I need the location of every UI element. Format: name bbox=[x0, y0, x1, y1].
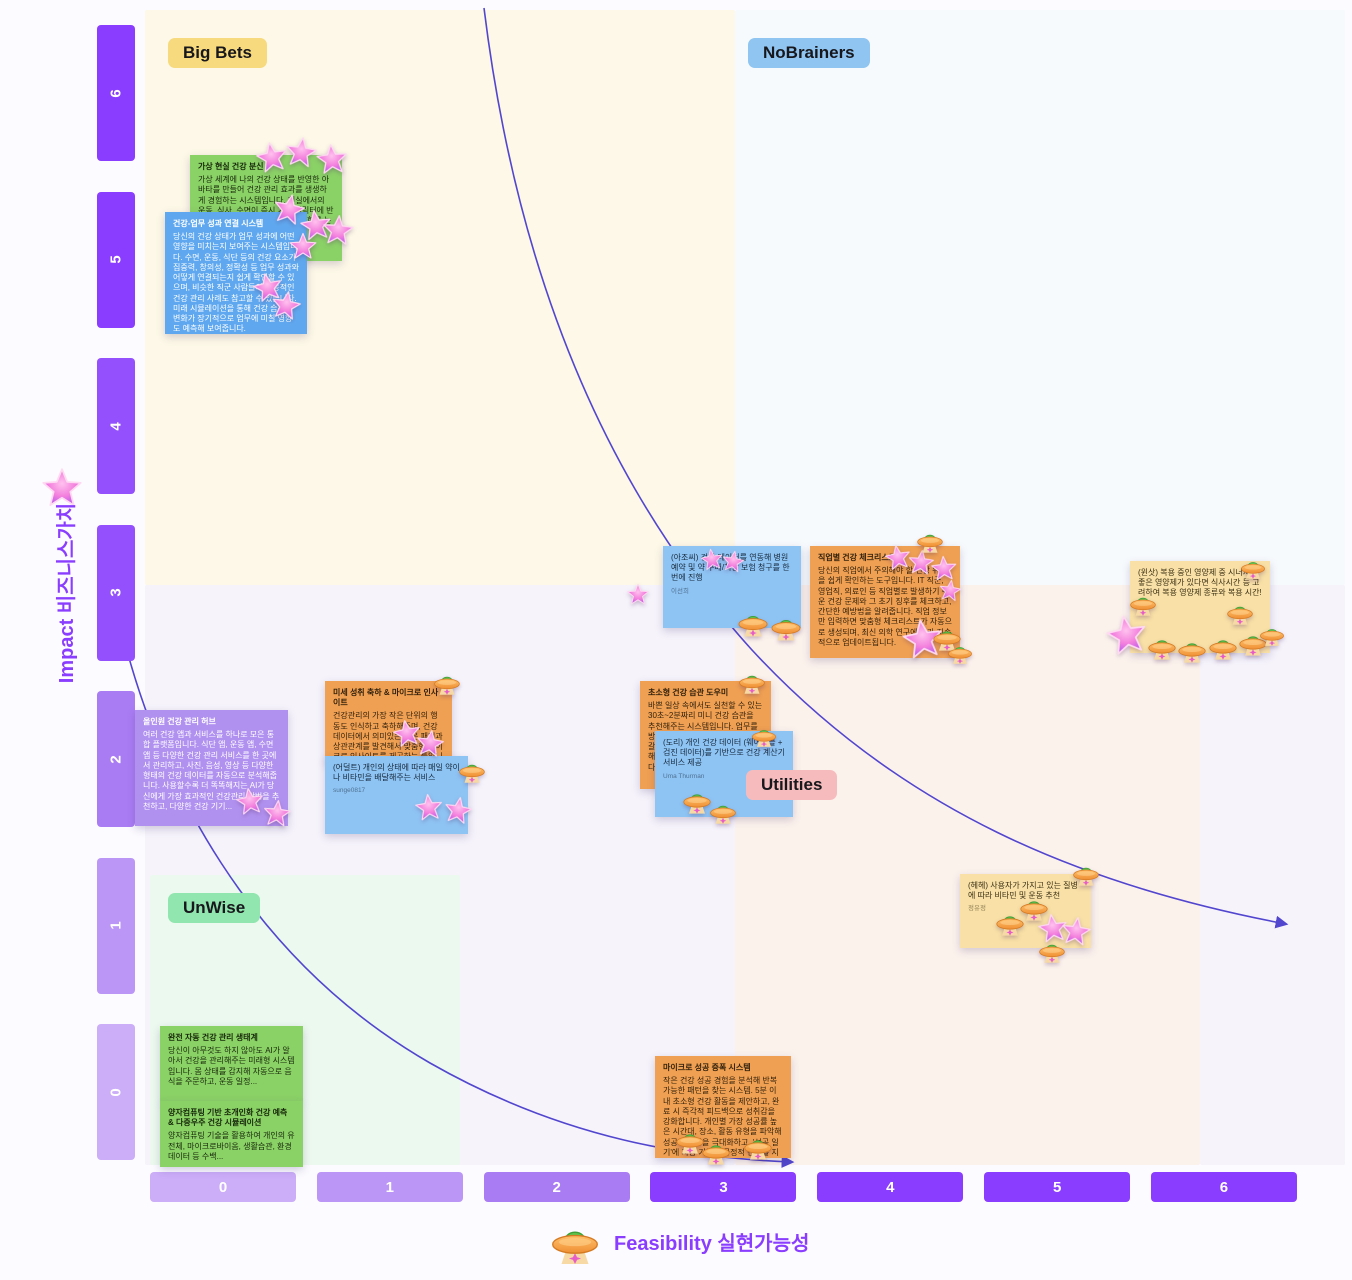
feasibility-ufo-icon bbox=[552, 1231, 598, 1265]
quadrant-label-nobrainers[interactable]: NoBrainers bbox=[748, 38, 870, 68]
quadrant-label-unwise[interactable]: UnWise bbox=[168, 893, 261, 923]
x-axis-tick-5: 5 bbox=[984, 1172, 1131, 1202]
ufo-sticker[interactable] bbox=[742, 1130, 774, 1162]
x-axis-title-group: Feasibility 실현가능성 bbox=[548, 1214, 809, 1268]
ufo-sticker[interactable] bbox=[708, 796, 738, 826]
note-title: 미세 성취 축하 & 마이크로 인사이트 bbox=[333, 688, 439, 708]
star-sticker[interactable] bbox=[267, 287, 304, 324]
note-title: 건강-업무 성과 연결 시스템 bbox=[173, 219, 264, 228]
x-axis-title: Feasibility 실현가능성 bbox=[614, 1232, 810, 1255]
ufo-sticker[interactable] bbox=[1146, 630, 1178, 662]
y-axis-tick-4: 4 bbox=[97, 358, 135, 494]
ufo-sticker[interactable] bbox=[432, 667, 462, 697]
ufo-sticker[interactable] bbox=[1258, 620, 1286, 648]
ufo-sticker[interactable] bbox=[769, 609, 803, 643]
star-sticker[interactable] bbox=[314, 142, 351, 179]
x-axis-tick-0: 0 bbox=[150, 1172, 296, 1202]
x-axis-tick-6: 6 bbox=[1150, 1172, 1297, 1202]
x-axis-tick-2: 2 bbox=[483, 1172, 630, 1202]
x-axis-tick-4: 4 bbox=[817, 1172, 964, 1202]
ufo-sticker[interactable] bbox=[1018, 891, 1050, 923]
star-sticker[interactable] bbox=[413, 727, 447, 761]
y-axis-tick-6: 6 bbox=[97, 25, 135, 161]
ufo-sticker[interactable] bbox=[700, 1135, 732, 1167]
note-title: 양자컴퓨팅 기반 초개인화 건강 예측 & 다중우주 건강 시뮬레이션 bbox=[168, 1108, 288, 1128]
ufo-sticker[interactable] bbox=[736, 605, 770, 639]
note-title: 마이크로 성공 증폭 시스템 bbox=[663, 1063, 751, 1072]
ufo-sticker[interactable] bbox=[750, 721, 778, 749]
y-axis-tick-2: 2 bbox=[97, 691, 135, 827]
note-title: 올인원 건강 관리 허브 bbox=[143, 717, 216, 726]
note-body: 양자컴퓨팅 기술을 활용하여 개인의 유전체, 마이크로바이옴, 생활습관, 환… bbox=[168, 1131, 295, 1161]
ufo-sticker[interactable] bbox=[915, 525, 945, 555]
quadrant-label-big-bets[interactable]: Big Bets bbox=[168, 38, 267, 68]
note-body: 당신이 아무것도 하지 않아도 AI가 알아서 건강을 관리해주는 미래형 시스… bbox=[168, 1046, 295, 1086]
y-axis-title: Impact 비즈니스가치 bbox=[56, 502, 78, 684]
quadrant-region-nobrainers bbox=[735, 10, 1345, 585]
note-title: 가상 현실 건강 분신 bbox=[198, 162, 264, 171]
note-title: 완전 자동 건강 관리 생태계 bbox=[168, 1033, 258, 1042]
ufo-sticker[interactable] bbox=[1207, 630, 1239, 662]
note-body: 당신의 건강 상태가 업무 성과에 어떤 영향을 미치는지 보여주는 시스템입니… bbox=[173, 232, 299, 334]
x-axis-tick-3: 3 bbox=[650, 1172, 797, 1202]
ufo-sticker[interactable] bbox=[737, 666, 767, 696]
quadrant-region-right-strip bbox=[1200, 585, 1345, 1165]
ufo-sticker[interactable] bbox=[946, 638, 974, 666]
star-sticker[interactable] bbox=[320, 213, 357, 250]
ufo-sticker[interactable] bbox=[457, 755, 487, 785]
star-sticker[interactable] bbox=[441, 794, 476, 829]
ufo-sticker[interactable] bbox=[1037, 935, 1067, 965]
star-sticker[interactable] bbox=[719, 548, 747, 576]
ufo-sticker[interactable] bbox=[1225, 597, 1255, 627]
star-sticker[interactable] bbox=[936, 577, 963, 604]
x-axis-tick-1: 1 bbox=[316, 1172, 463, 1202]
y-axis: 6 5 4 3 2 1 0 bbox=[97, 25, 135, 1160]
y-axis-tick-0: 0 bbox=[97, 1024, 135, 1160]
quadrant-label-utilities[interactable]: Utilities bbox=[746, 770, 838, 800]
ufo-sticker[interactable] bbox=[1071, 858, 1101, 888]
star-sticker[interactable] bbox=[1102, 611, 1153, 662]
star-sticker[interactable] bbox=[288, 232, 318, 262]
y-axis-tick-3: 3 bbox=[97, 524, 135, 661]
star-sticker[interactable] bbox=[261, 798, 294, 831]
star-sticker[interactable] bbox=[626, 583, 650, 607]
ufo-sticker[interactable] bbox=[1176, 633, 1208, 665]
y-axis-tick-5: 5 bbox=[97, 191, 135, 328]
note-body: (어덜트) 개인의 상태에 따라 매일 약이나 비타민을 배달해주는 서비스 bbox=[333, 763, 460, 783]
note-author: 이선희 bbox=[671, 587, 689, 595]
ufo-sticker[interactable] bbox=[1239, 553, 1267, 581]
ufo-sticker[interactable] bbox=[1128, 588, 1158, 618]
y-axis-tick-1: 1 bbox=[97, 857, 135, 994]
